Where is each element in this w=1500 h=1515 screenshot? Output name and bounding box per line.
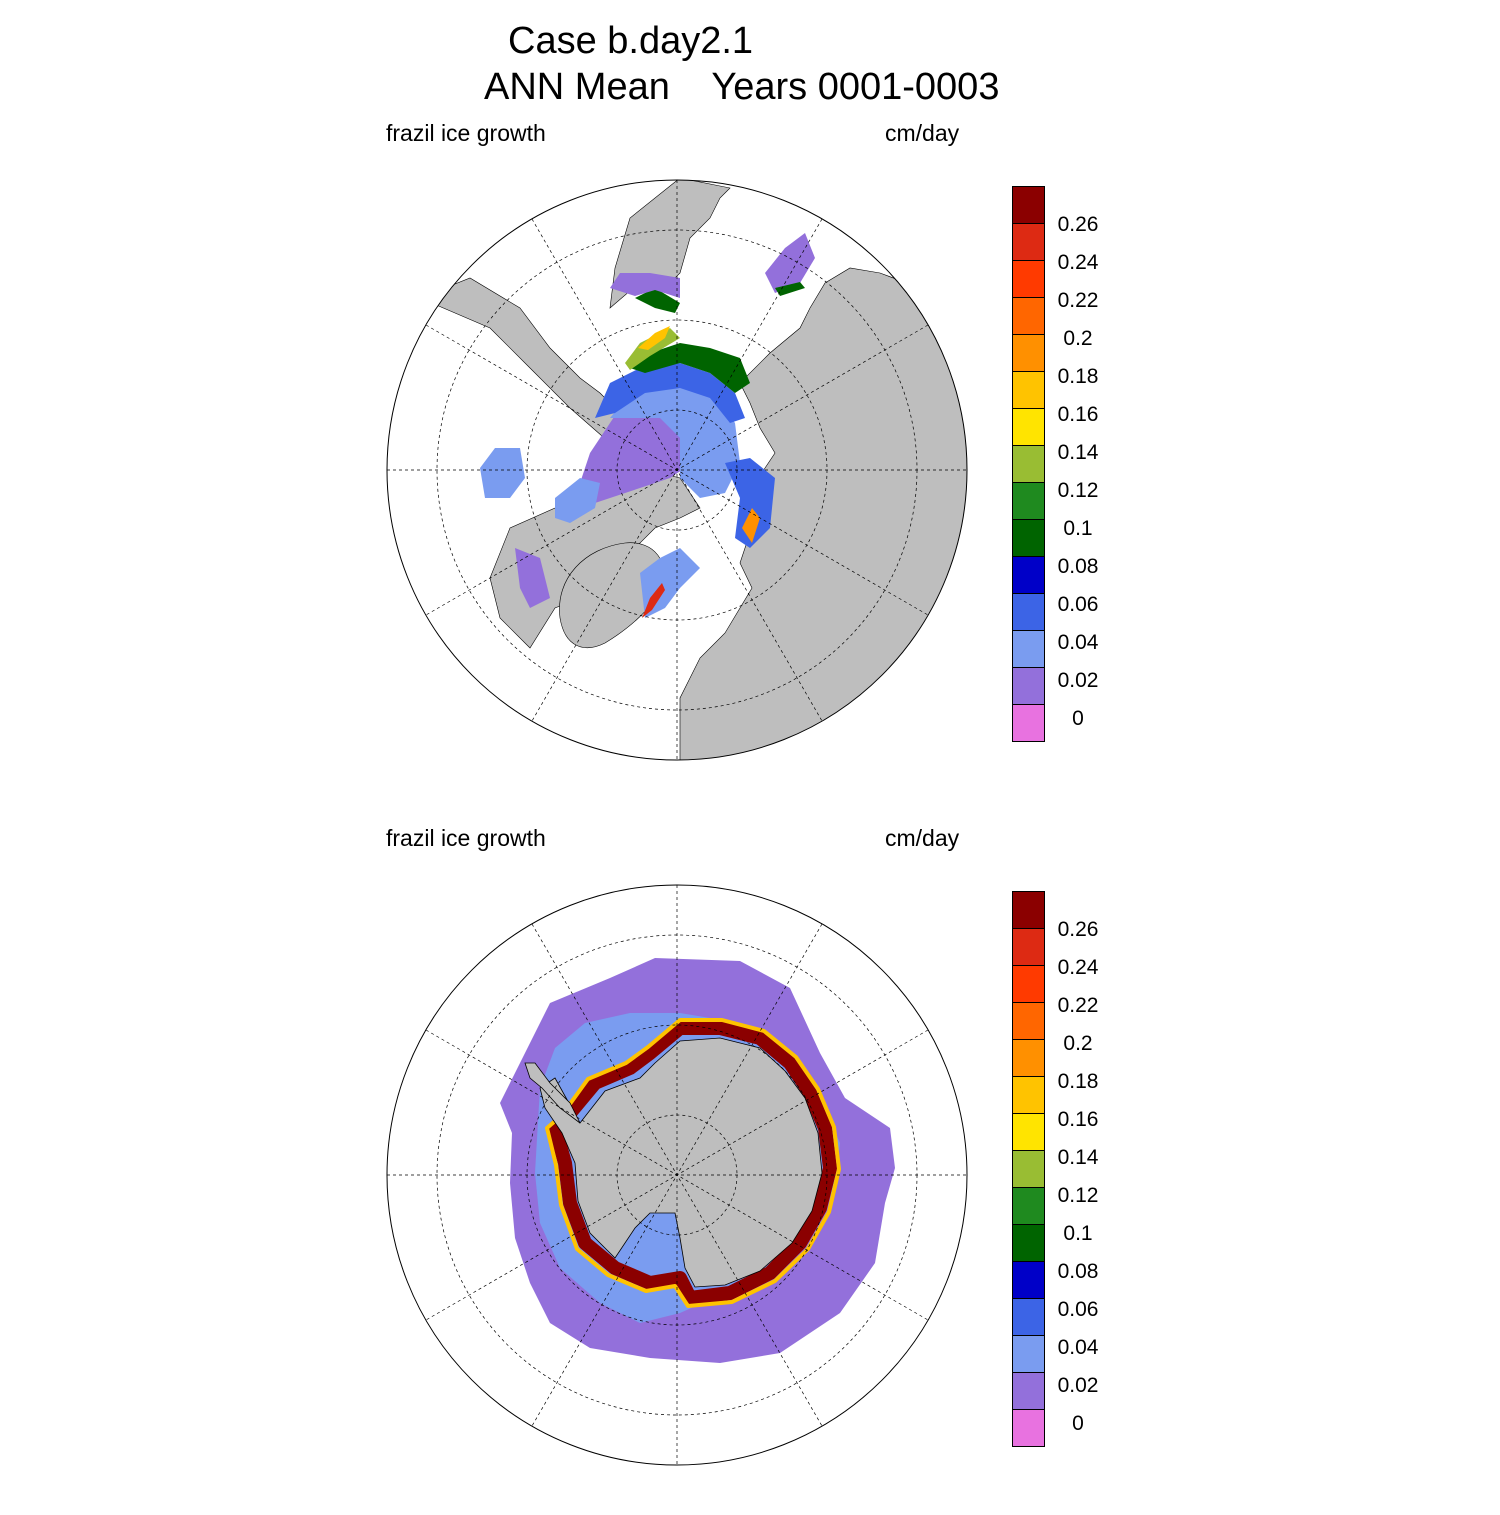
colorbar-label: 0.04 (1057, 631, 1099, 654)
color-swatch (1012, 557, 1045, 594)
kara-coast-edge (742, 508, 760, 543)
colorbar-label: 0.24 (1057, 251, 1099, 274)
antarctica-land (539, 1037, 823, 1288)
color-swatch (1012, 631, 1045, 668)
antarctic-peninsula (524, 1062, 581, 1124)
color-swatch (1012, 1262, 1045, 1299)
colorbar-label: 0.22 (1057, 994, 1099, 1017)
colorbar-label: 0.26 (1057, 213, 1099, 236)
bering-strait-field (635, 288, 680, 313)
colorbar-label: 0.16 (1057, 1108, 1099, 1131)
labrador-field (515, 548, 550, 608)
colorbar-label: 0 (1072, 707, 1084, 730)
color-swatch (1012, 335, 1045, 372)
color-swatch (1012, 1299, 1045, 1336)
colorbar-label: 0.06 (1057, 593, 1099, 616)
arctic-shelf-field (610, 378, 740, 498)
colorbar-label: 0.2 (1063, 1032, 1093, 1055)
hudson-bay-field (480, 448, 525, 498)
colorbar-label: 0.14 (1057, 1146, 1099, 1169)
colorbar-label: 0.08 (1057, 555, 1099, 578)
color-swatch (1012, 1003, 1045, 1040)
colorbar-label: 0.12 (1057, 1184, 1099, 1207)
figure-subtitle: ANN Mean Years 0001-0003 (484, 66, 1000, 108)
north-panel: frazil ice growth cm/day (0, 110, 1500, 810)
color-swatch (1012, 1151, 1045, 1188)
colorbar-label: 0.12 (1057, 479, 1099, 502)
color-swatch (1012, 1373, 1045, 1410)
bering-sea-field (610, 273, 680, 298)
color-swatch (1012, 446, 1045, 483)
color-swatch (1012, 261, 1045, 298)
siberian-coast-field (630, 343, 750, 393)
north-graticule (387, 180, 967, 760)
colorbar-label: 0.18 (1057, 1070, 1099, 1093)
siberian-coast-hot (638, 326, 670, 350)
barents-field (725, 458, 775, 548)
color-swatch (1012, 409, 1045, 446)
variable-label: frazil ice growth (386, 825, 546, 851)
color-swatch (1012, 594, 1045, 631)
color-swatch (1012, 891, 1045, 929)
colorbar-label: 0 (1072, 1412, 1084, 1435)
south-panel: frazil ice growth cm/day (0, 815, 1500, 1515)
color-swatch (1012, 1114, 1045, 1151)
color-swatch (1012, 483, 1045, 520)
color-swatch (1012, 1040, 1045, 1077)
baffin-field (555, 478, 600, 523)
color-swatch (1012, 1336, 1045, 1373)
colorbar (1012, 186, 1046, 742)
color-swatch (1012, 929, 1045, 966)
colorbar-label: 0.2 (1063, 327, 1093, 350)
color-swatch (1012, 520, 1045, 557)
north-polar-map (386, 179, 968, 761)
colorbar-label: 0.08 (1057, 1260, 1099, 1283)
color-swatch (1012, 705, 1045, 742)
colorbar-label: 0.02 (1057, 669, 1099, 692)
coastal-ring-edge (545, 1018, 841, 1308)
south-polar-map (386, 884, 968, 1466)
units-label: cm/day (885, 120, 960, 146)
color-swatch (1012, 186, 1045, 224)
colorbar-label: 0.24 (1057, 956, 1099, 979)
okhotsk-edge (775, 282, 805, 296)
colorbar-label: 0.16 (1057, 403, 1099, 426)
color-swatch (1012, 1188, 1045, 1225)
variable-label: frazil ice growth (386, 120, 546, 146)
color-swatch (1012, 224, 1045, 261)
colorbar-label: 0.22 (1057, 289, 1099, 312)
siberian-coast-edge (625, 328, 680, 370)
colorbar-label: 0.1 (1063, 517, 1093, 540)
units-label: cm/day (885, 825, 960, 851)
colorbar-label: 0.1 (1063, 1222, 1093, 1245)
color-swatch (1012, 372, 1045, 409)
greenland-coast-edge (642, 583, 665, 618)
colorbar-label: 0.18 (1057, 365, 1099, 388)
colorbar-label: 0.14 (1057, 441, 1099, 464)
arctic-deep-field (595, 363, 745, 423)
color-swatch (1012, 966, 1045, 1003)
color-swatch (1012, 1225, 1045, 1262)
colorbar (1012, 891, 1046, 1447)
figure-title: Case b.day2.1 (508, 20, 754, 62)
coastal-ring (548, 1021, 837, 1305)
colorbar-label: 0.26 (1057, 918, 1099, 941)
colorbar-label: 0.04 (1057, 1336, 1099, 1359)
color-swatch (1012, 1410, 1045, 1447)
south-graticule (387, 885, 967, 1465)
colorbar-label: 0.06 (1057, 1298, 1099, 1321)
color-swatch (1012, 668, 1045, 705)
color-swatch (1012, 298, 1045, 335)
colorbar-label: 0.02 (1057, 1374, 1099, 1397)
color-swatch (1012, 1077, 1045, 1114)
okhotsk-field (765, 233, 815, 293)
